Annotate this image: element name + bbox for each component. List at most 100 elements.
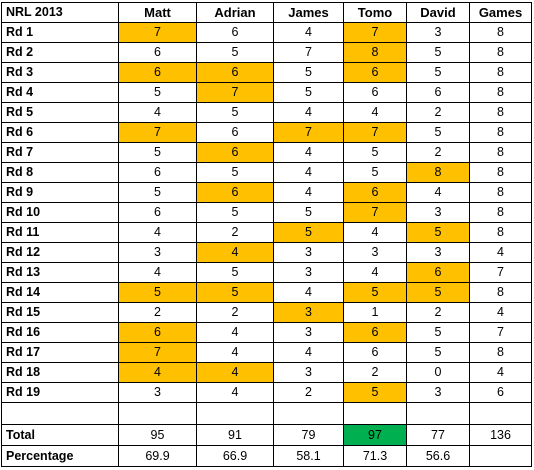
round-label[interactable]: Rd 12 (1, 242, 119, 263)
column-header-james[interactable]: James (273, 2, 344, 23)
score-cell[interactable]: 5 (196, 42, 274, 63)
score-cell[interactable]: 3 (406, 202, 470, 223)
score-cell[interactable]: 2 (196, 222, 274, 243)
score-cell[interactable]: 7 (273, 122, 344, 143)
score-cell[interactable]: 4 (118, 102, 197, 123)
score-cell[interactable]: 3 (273, 242, 344, 263)
round-label[interactable]: Rd 19 (1, 382, 119, 403)
score-cell[interactable]: 6 (343, 62, 407, 83)
round-label[interactable]: Rd 17 (1, 342, 119, 363)
score-cell[interactable]: 4 (343, 102, 407, 123)
score-cell[interactable]: 4 (273, 182, 344, 203)
score-cell[interactable]: 6 (118, 322, 197, 343)
score-cell[interactable]: 2 (406, 102, 470, 123)
score-cell[interactable]: 8 (469, 42, 532, 63)
score-cell[interactable]: 7 (343, 122, 407, 143)
score-cell[interactable]: 3 (343, 242, 407, 263)
percentage-cell[interactable]: 69.9 (118, 445, 197, 467)
score-cell[interactable]: 4 (196, 382, 274, 403)
score-cell[interactable]: 8 (343, 42, 407, 63)
score-cell[interactable]: 4 (118, 222, 197, 243)
round-label[interactable]: Rd 7 (1, 142, 119, 163)
total-cell[interactable]: 91 (196, 424, 274, 446)
score-cell[interactable]: 6 (343, 342, 407, 363)
score-cell[interactable]: 5 (406, 342, 470, 363)
percentage-label[interactable]: Percentage (1, 445, 119, 467)
round-label[interactable]: Rd 5 (1, 102, 119, 123)
corner-label[interactable]: NRL 2013 (1, 2, 119, 23)
round-label[interactable]: Rd 9 (1, 182, 119, 203)
column-header-adrian[interactable]: Adrian (196, 2, 274, 23)
score-cell[interactable]: 5 (273, 202, 344, 223)
score-cell[interactable]: 4 (343, 262, 407, 283)
total-cell[interactable]: 95 (118, 424, 197, 446)
score-cell[interactable]: 4 (196, 242, 274, 263)
score-cell[interactable]: 4 (469, 362, 532, 383)
score-cell[interactable]: 8 (469, 162, 532, 183)
score-cell[interactable]: 6 (118, 162, 197, 183)
score-cell[interactable]: 5 (343, 162, 407, 183)
score-cell[interactable]: 6 (196, 62, 274, 83)
total-label[interactable]: Total (1, 424, 119, 446)
score-cell[interactable]: 6 (118, 62, 197, 83)
score-cell[interactable]: 8 (469, 282, 532, 303)
score-cell[interactable]: 6 (343, 82, 407, 103)
score-cell[interactable]: 5 (273, 62, 344, 83)
score-cell[interactable]: 5 (406, 282, 470, 303)
score-cell[interactable]: 8 (469, 62, 532, 83)
score-cell[interactable]: 5 (406, 322, 470, 343)
score-cell[interactable]: 3 (273, 262, 344, 283)
score-cell[interactable]: 6 (118, 202, 197, 223)
score-cell[interactable]: 3 (118, 242, 197, 263)
score-cell[interactable]: 1 (343, 302, 407, 323)
score-cell[interactable]: 6 (196, 22, 274, 43)
score-cell[interactable]: 2 (343, 362, 407, 383)
score-cell[interactable]: 6 (196, 142, 274, 163)
score-cell[interactable]: 5 (343, 382, 407, 403)
score-cell[interactable]: 5 (196, 282, 274, 303)
score-cell[interactable]: 3 (118, 382, 197, 403)
score-cell[interactable]: 3 (406, 382, 470, 403)
score-cell[interactable]: 4 (196, 322, 274, 343)
score-cell[interactable]: 5 (406, 62, 470, 83)
empty-cell[interactable] (406, 402, 470, 425)
score-cell[interactable]: 8 (469, 122, 532, 143)
score-cell[interactable]: 4 (469, 302, 532, 323)
empty-cell[interactable] (1, 402, 119, 425)
score-cell[interactable]: 6 (406, 82, 470, 103)
score-cell[interactable]: 5 (406, 222, 470, 243)
round-label[interactable]: Rd 10 (1, 202, 119, 223)
total-cell[interactable]: 77 (406, 424, 470, 446)
round-label[interactable]: Rd 13 (1, 262, 119, 283)
score-cell[interactable]: 6 (118, 42, 197, 63)
empty-cell[interactable] (118, 402, 197, 425)
score-cell[interactable]: 4 (273, 142, 344, 163)
score-cell[interactable]: 5 (196, 102, 274, 123)
percentage-cell[interactable]: 71.3 (343, 445, 407, 467)
score-cell[interactable]: 5 (118, 82, 197, 103)
score-cell[interactable]: 5 (196, 162, 274, 183)
score-cell[interactable]: 4 (118, 362, 197, 383)
score-cell[interactable]: 4 (273, 22, 344, 43)
score-cell[interactable]: 3 (273, 322, 344, 343)
score-cell[interactable]: 8 (469, 102, 532, 123)
column-header-tomo[interactable]: Tomo (343, 2, 407, 23)
score-cell[interactable]: 8 (406, 162, 470, 183)
score-cell[interactable]: 5 (118, 182, 197, 203)
score-cell[interactable]: 6 (196, 182, 274, 203)
score-cell[interactable]: 5 (118, 282, 197, 303)
score-cell[interactable]: 6 (196, 122, 274, 143)
round-label[interactable]: Rd 18 (1, 362, 119, 383)
score-cell[interactable]: 7 (469, 262, 532, 283)
score-cell[interactable]: 5 (406, 42, 470, 63)
total-cell[interactable]: 79 (273, 424, 344, 446)
score-cell[interactable]: 4 (118, 262, 197, 283)
round-label[interactable]: Rd 1 (1, 22, 119, 43)
score-cell[interactable]: 5 (118, 142, 197, 163)
score-cell[interactable]: 8 (469, 342, 532, 363)
round-label[interactable]: Rd 6 (1, 122, 119, 143)
score-cell[interactable]: 8 (469, 222, 532, 243)
score-cell[interactable]: 5 (273, 82, 344, 103)
score-cell[interactable]: 8 (469, 22, 532, 43)
round-label[interactable]: Rd 3 (1, 62, 119, 83)
